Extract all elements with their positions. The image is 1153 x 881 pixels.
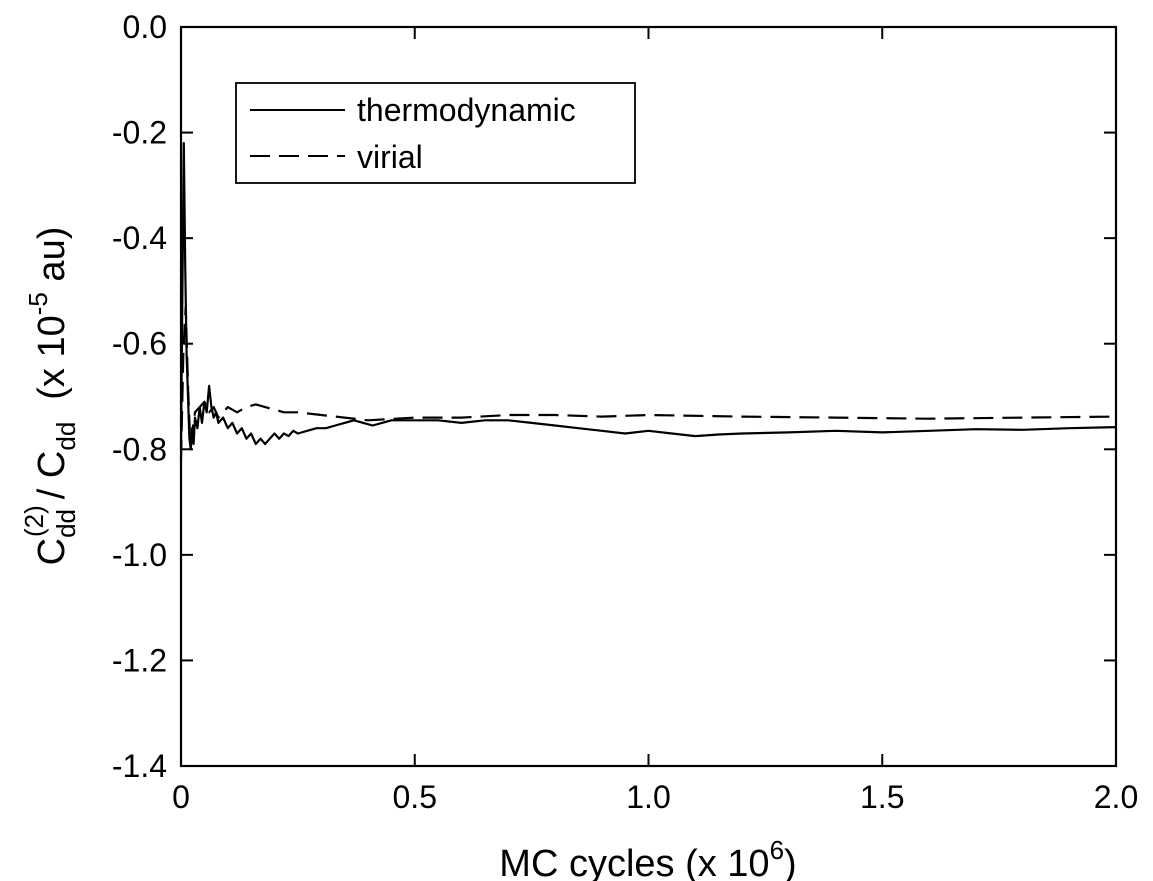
y-axis-label: Cdd(2)/ Cdd(x 10-5 au) — [19, 227, 81, 566]
y-tick-label: -1.4 — [112, 748, 167, 784]
axis-ticks: 0 0.5 1.0 1.5 2.0 0.0 -0.2 -0.4 -0.6 -0.8 -1.0 -1.2… — [112, 9, 1138, 815]
legend-label-virial: virial — [357, 139, 423, 175]
y-tick-label: -0.2 — [112, 115, 167, 151]
y-tick-label: 0.0 — [123, 9, 167, 45]
x-tick-label: 1.0 — [626, 779, 670, 815]
x-tick-label: 1.5 — [860, 779, 904, 815]
series-line-thermodynamic — [179, 142, 1117, 451]
legend-label-thermodynamic: thermodynamic — [357, 92, 576, 128]
x-tick-label: 0 — [172, 779, 190, 815]
x-axis-label: MC cycles (x 106) — [499, 835, 796, 881]
x-tick-label: 2.0 — [1094, 779, 1138, 815]
legend: thermodynamic virial — [235, 82, 636, 184]
plot-lines — [179, 142, 1117, 460]
y-tick-label: -1.2 — [112, 642, 167, 678]
y-tick-label: -0.4 — [112, 220, 167, 256]
y-tick-label: -0.6 — [112, 326, 167, 362]
y-tick-label: -1.0 — [112, 537, 167, 573]
y-tick-label: -0.8 — [112, 431, 167, 467]
legend-box — [235, 82, 636, 184]
x-tick-label: 0.5 — [393, 779, 437, 815]
series-line-virial — [179, 305, 1117, 460]
